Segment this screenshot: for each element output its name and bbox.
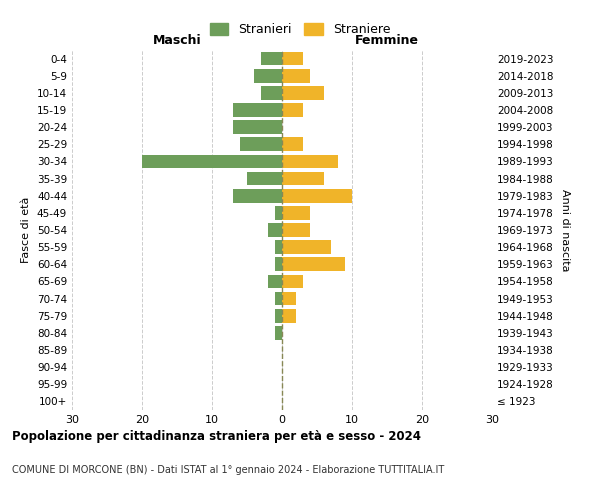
- Bar: [275, 206, 282, 220]
- Bar: [282, 206, 310, 220]
- Bar: [254, 69, 282, 82]
- Bar: [282, 69, 310, 82]
- Bar: [282, 138, 303, 151]
- Bar: [282, 240, 331, 254]
- Bar: [233, 189, 282, 202]
- Y-axis label: Anni di nascita: Anni di nascita: [560, 188, 570, 271]
- Bar: [282, 292, 296, 306]
- Text: Femmine: Femmine: [355, 34, 419, 46]
- Bar: [261, 86, 282, 100]
- Bar: [275, 292, 282, 306]
- Text: COMUNE DI MORCONE (BN) - Dati ISTAT al 1° gennaio 2024 - Elaborazione TUTTITALIA: COMUNE DI MORCONE (BN) - Dati ISTAT al 1…: [12, 465, 444, 475]
- Bar: [275, 258, 282, 271]
- Bar: [282, 258, 345, 271]
- Bar: [282, 189, 352, 202]
- Bar: [268, 223, 282, 237]
- Bar: [282, 52, 303, 66]
- Bar: [282, 103, 303, 117]
- Bar: [240, 138, 282, 151]
- Bar: [275, 240, 282, 254]
- Bar: [142, 154, 282, 168]
- Y-axis label: Fasce di età: Fasce di età: [22, 197, 31, 263]
- Bar: [282, 172, 324, 185]
- Bar: [282, 223, 310, 237]
- Legend: Stranieri, Straniere: Stranieri, Straniere: [203, 16, 397, 42]
- Bar: [275, 326, 282, 340]
- Bar: [233, 120, 282, 134]
- Text: Popolazione per cittadinanza straniera per età e sesso - 2024: Popolazione per cittadinanza straniera p…: [12, 430, 421, 443]
- Bar: [247, 172, 282, 185]
- Bar: [282, 274, 303, 288]
- Bar: [282, 309, 296, 322]
- Bar: [233, 103, 282, 117]
- Bar: [268, 274, 282, 288]
- Bar: [275, 309, 282, 322]
- Bar: [282, 86, 324, 100]
- Bar: [282, 154, 338, 168]
- Text: Maschi: Maschi: [152, 34, 202, 46]
- Bar: [261, 52, 282, 66]
